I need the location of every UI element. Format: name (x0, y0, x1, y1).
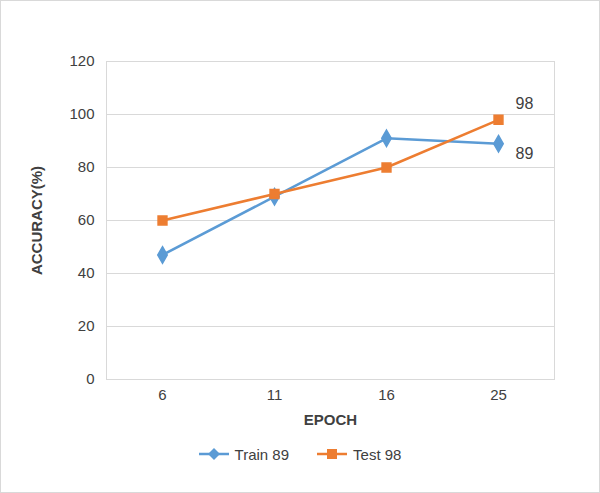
html-text:Test 98: Test 98 (353, 445, 402, 463)
svg-text:89: 89 (516, 145, 534, 162)
svg-text:120: 120 (69, 52, 94, 69)
svg-text:EPOCH: EPOCH (304, 411, 357, 428)
svg-text:16: 16 (378, 386, 395, 403)
svg-text:0: 0 (86, 370, 94, 387)
svg-text:25: 25 (490, 386, 507, 403)
svg-text:ACCURACY(%): ACCURACY(%) (28, 166, 45, 275)
svg-text:6: 6 (158, 386, 166, 403)
svg-text:20: 20 (78, 317, 95, 334)
svg-text:100: 100 (69, 105, 94, 122)
svg-text:40: 40 (78, 264, 95, 281)
svg-text:80: 80 (78, 158, 95, 175)
svg-text:98: 98 (516, 95, 534, 112)
svg-text:60: 60 (78, 211, 95, 228)
html-text:Train 89: Train 89 (234, 445, 289, 463)
svg-text:11: 11 (267, 386, 283, 403)
